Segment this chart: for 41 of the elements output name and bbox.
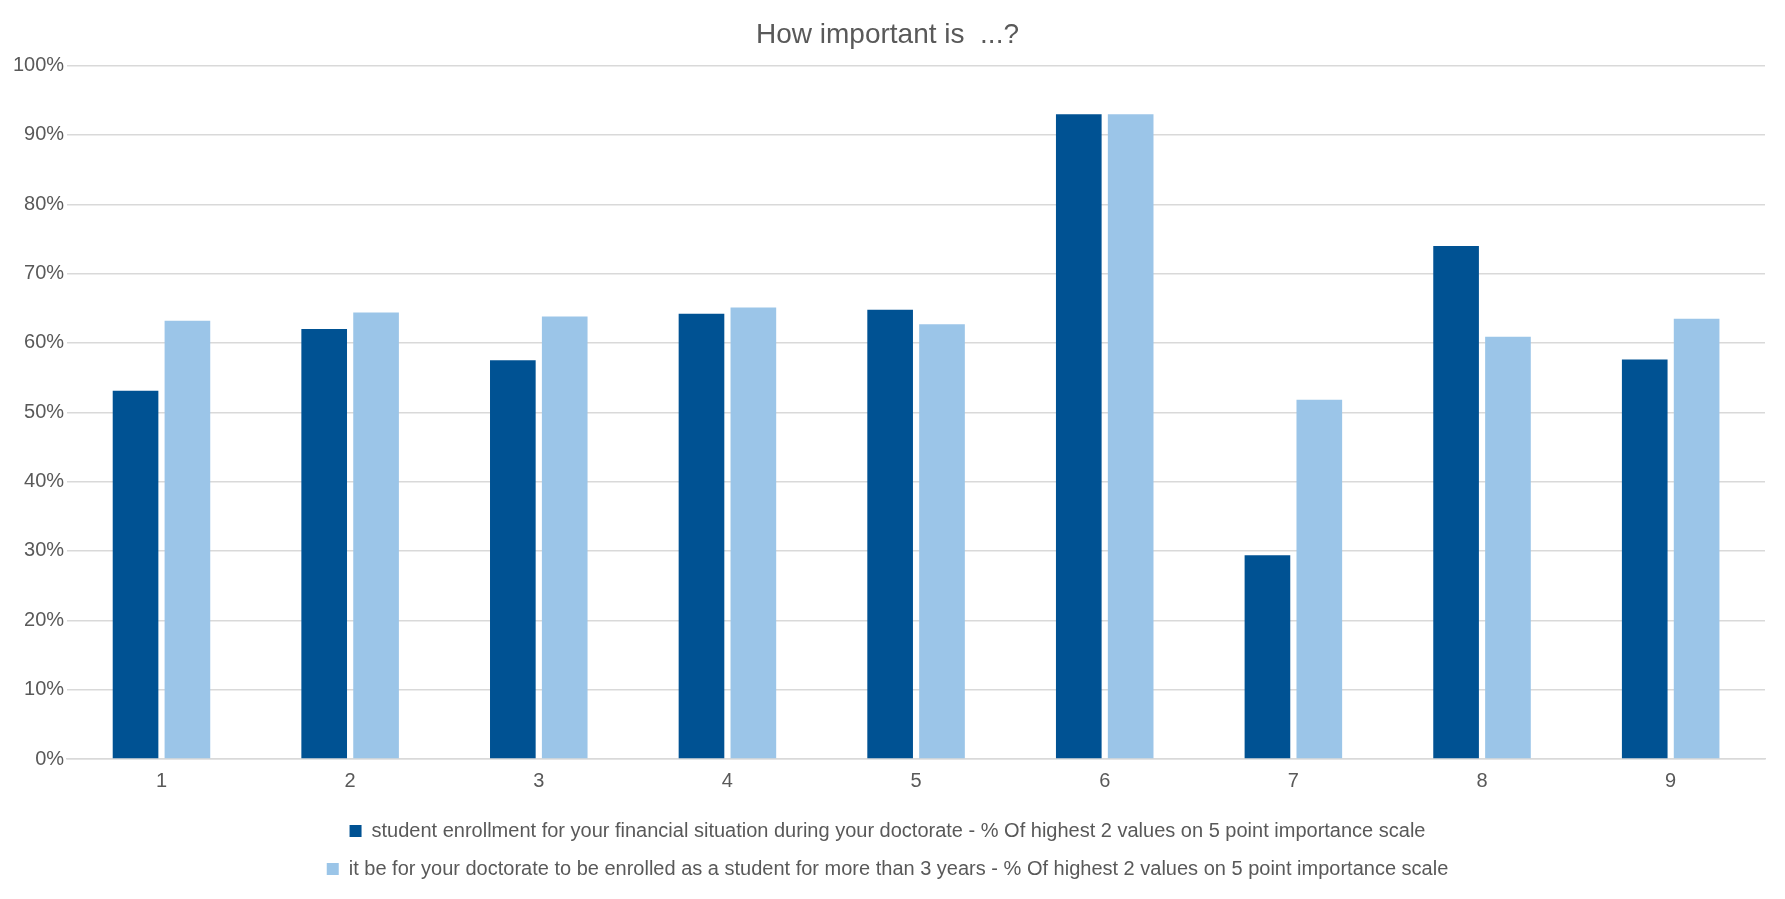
x-tick-label: 4 [721, 768, 733, 791]
y-tick-label: 20% [24, 607, 65, 630]
legend-label: student enrollment for your financial situation during your doctorate - % Of highest 2 values on 5 point importance scale [371, 818, 1426, 841]
bar [1107, 114, 1154, 759]
bar [301, 329, 348, 759]
x-tick-label: 5 [910, 768, 922, 791]
y-tick-label: 60% [24, 330, 65, 353]
bar [1673, 318, 1720, 759]
bar [1621, 359, 1668, 759]
bar [730, 307, 777, 759]
y-tick-label: 70% [24, 261, 65, 284]
y-tick-label: 90% [24, 122, 65, 145]
x-tick-label: 6 [1099, 768, 1111, 791]
y-tick-label: 100% [13, 53, 65, 76]
bar [541, 316, 588, 759]
y-tick-label: 50% [24, 399, 65, 422]
bar [112, 390, 159, 759]
x-tick-label: 7 [1287, 768, 1299, 791]
bar [353, 312, 399, 759]
bar [678, 313, 725, 759]
bar [1244, 555, 1291, 759]
x-tick-label: 8 [1476, 768, 1488, 791]
y-tick-label: 10% [24, 677, 65, 700]
y-tick-label: 80% [24, 191, 65, 214]
y-tick-label: 40% [24, 469, 65, 492]
bar [1485, 336, 1531, 759]
bar [490, 360, 536, 759]
bar [164, 320, 211, 759]
x-tick-label: 1 [155, 768, 168, 791]
x-tick-label: 2 [344, 768, 356, 791]
x-tick-label: 9 [1665, 768, 1677, 791]
chart-title: How important is ...? [756, 17, 1019, 49]
bar [1433, 245, 1479, 759]
y-tick-label: 0% [35, 746, 65, 769]
bar [1296, 399, 1343, 759]
bar [1055, 114, 1102, 759]
y-tick-label: 30% [24, 538, 65, 561]
legend-label: it be for your doctorate to be enrolled as a student for more than 3 years - % Of highest 2 values on 5 point importance scale [348, 856, 1449, 879]
bar [867, 309, 913, 759]
bar [919, 324, 965, 759]
x-tick-label: 3 [533, 768, 545, 791]
